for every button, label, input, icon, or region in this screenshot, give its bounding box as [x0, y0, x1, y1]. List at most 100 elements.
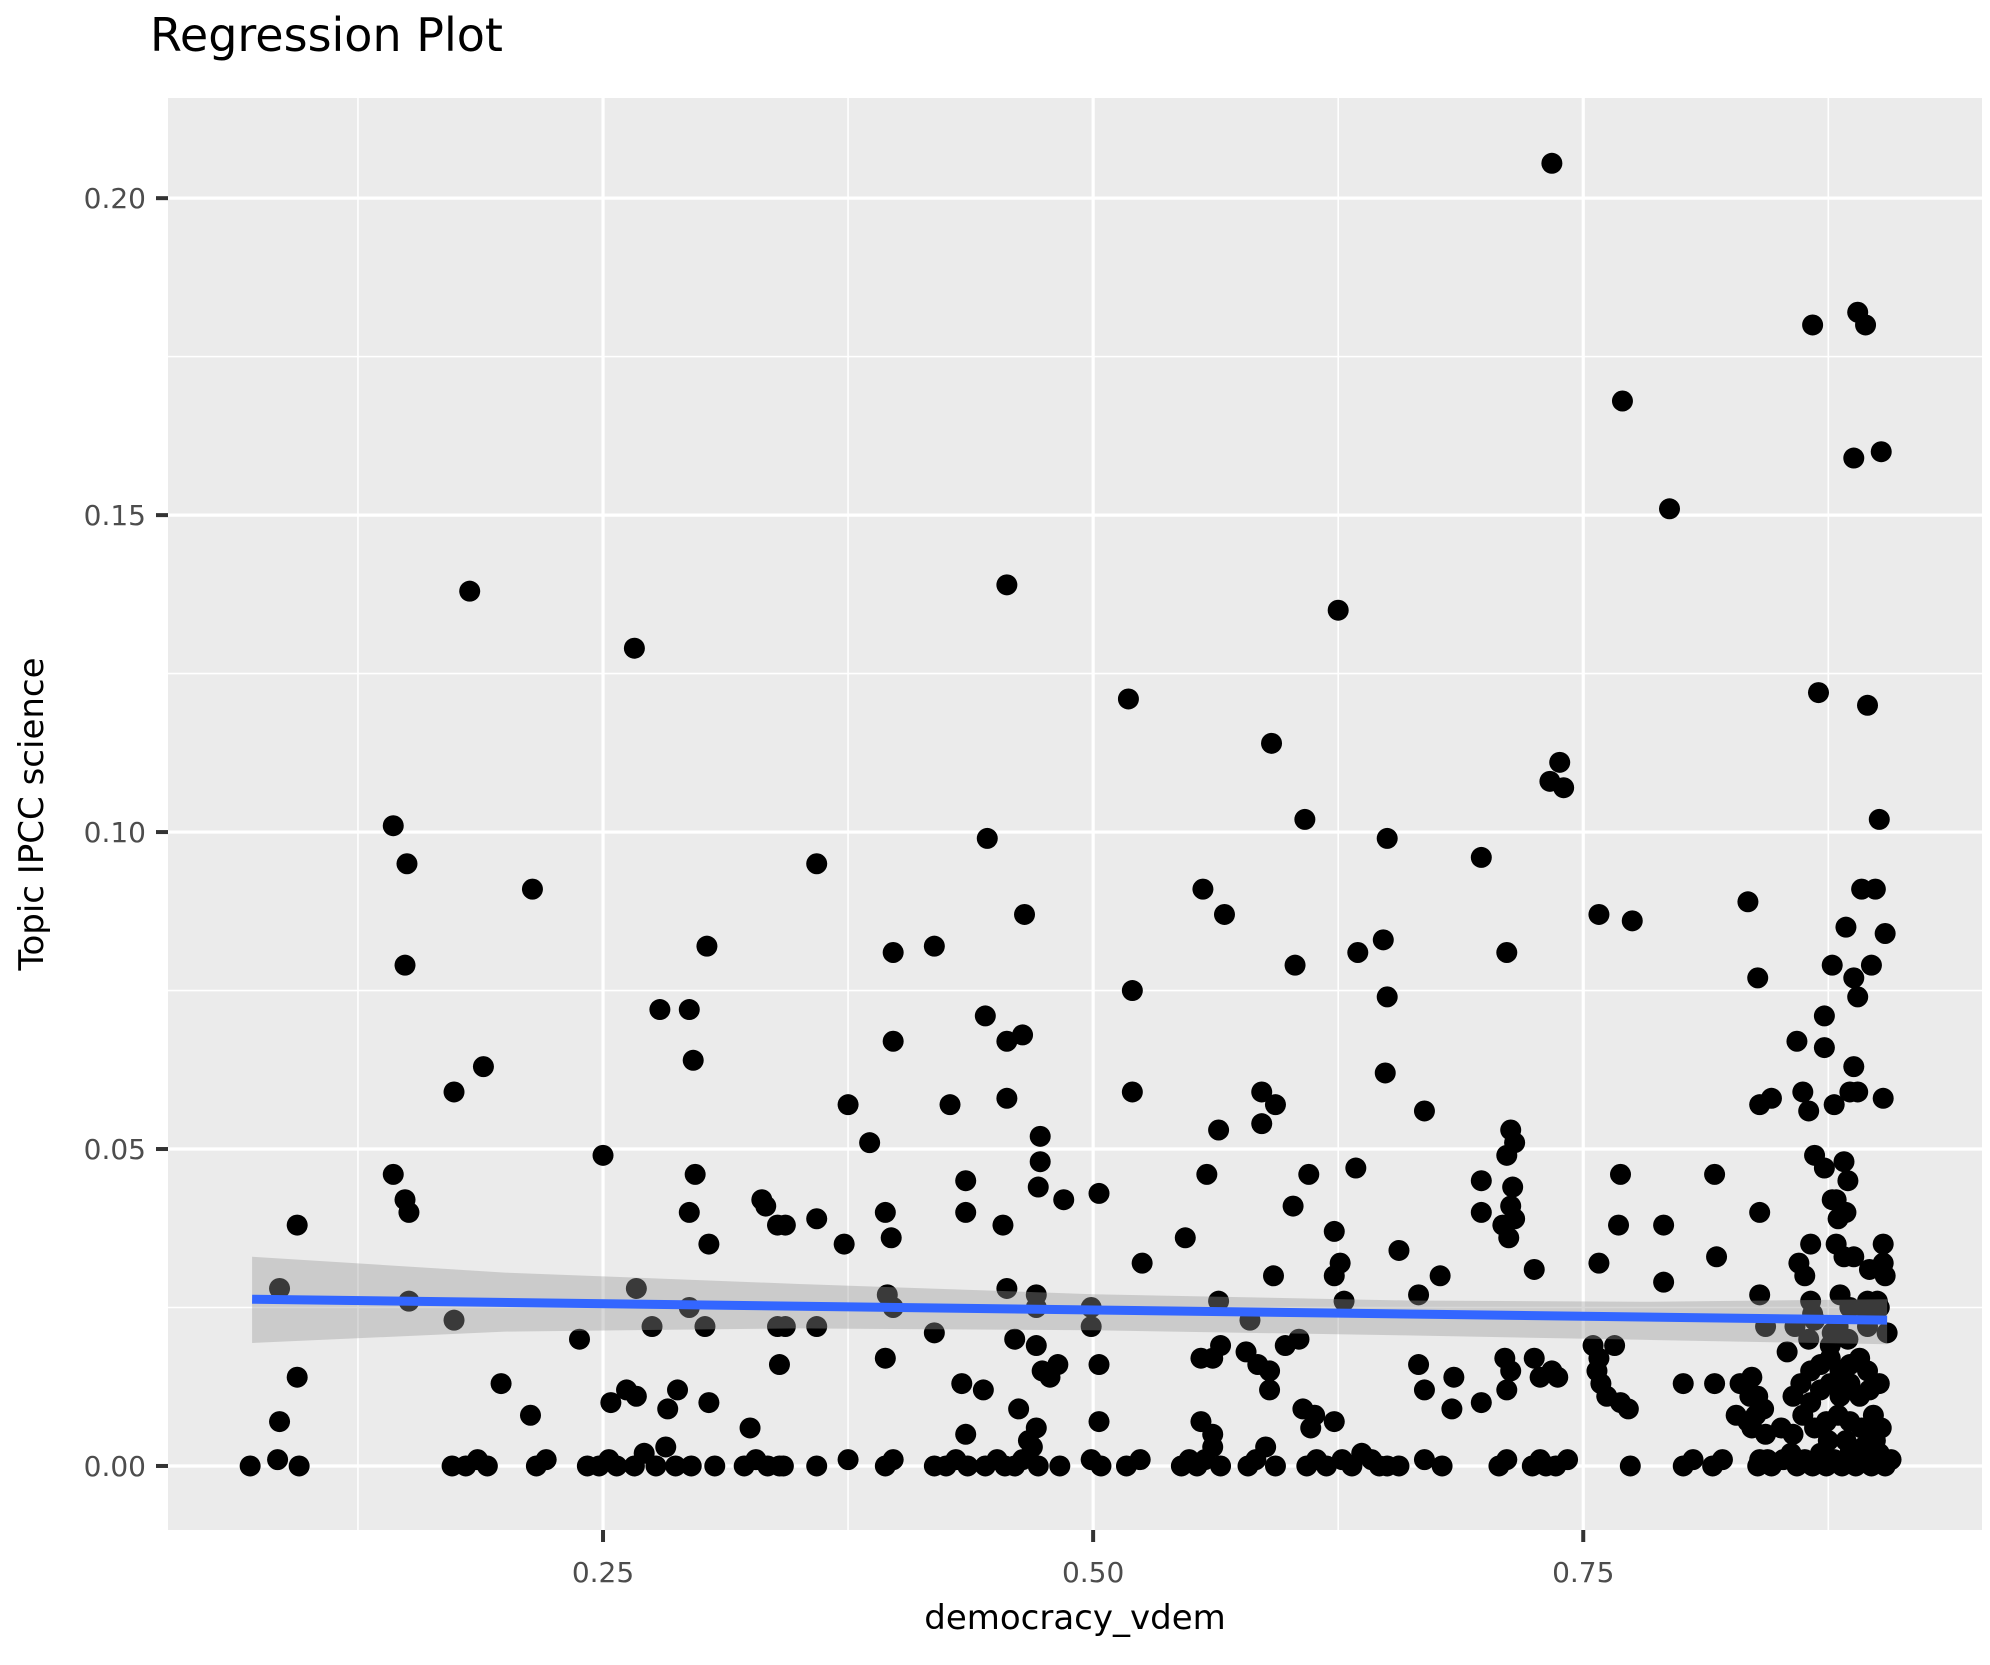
data-point — [1174, 1227, 1196, 1249]
data-point — [1282, 1195, 1304, 1217]
data-point — [382, 815, 404, 837]
data-point — [1376, 827, 1398, 849]
data-point — [1739, 1385, 1761, 1407]
data-point — [1080, 1316, 1102, 1338]
data-point — [1121, 1081, 1143, 1103]
data-point — [443, 1081, 465, 1103]
data-point — [1541, 152, 1563, 174]
data-point — [1012, 1024, 1034, 1046]
data-point — [1653, 1271, 1675, 1293]
data-point — [625, 1277, 647, 1299]
data-point — [1088, 1182, 1110, 1204]
data-point — [1800, 1233, 1822, 1255]
data-point — [1255, 1436, 1277, 1458]
data-point — [996, 1277, 1018, 1299]
data-point — [1617, 1398, 1639, 1420]
data-point — [521, 878, 543, 900]
data-point — [755, 1195, 777, 1217]
data-point — [1470, 846, 1492, 868]
data-point — [1858, 1258, 1880, 1280]
data-point — [1131, 1252, 1153, 1274]
data-point — [1837, 1170, 1859, 1192]
data-point — [398, 1201, 420, 1223]
data-point — [1855, 314, 1877, 336]
data-point — [269, 1411, 291, 1433]
x-axis-title: democracy_vdem — [924, 1598, 1226, 1638]
data-point — [1431, 1455, 1453, 1477]
data-point — [696, 935, 718, 957]
data-point — [1588, 1252, 1610, 1274]
data-point — [1284, 954, 1306, 976]
data-point — [806, 1208, 828, 1230]
data-point — [1588, 903, 1610, 925]
data-point — [667, 1379, 689, 1401]
data-point — [678, 999, 700, 1021]
data-point — [1429, 1265, 1451, 1287]
data-point — [1345, 1157, 1367, 1179]
data-point — [1323, 1265, 1345, 1287]
data-point — [1004, 1328, 1026, 1350]
data-point — [1374, 1062, 1396, 1084]
data-point — [1837, 1328, 1859, 1350]
data-point — [1408, 1284, 1430, 1306]
data-point — [1782, 1385, 1804, 1407]
data-point — [1500, 1360, 1522, 1382]
data-point — [1813, 1037, 1835, 1059]
data-point — [1880, 1449, 1902, 1471]
data-point — [684, 1163, 706, 1185]
data-point — [1202, 1436, 1224, 1458]
data-point — [1192, 878, 1214, 900]
data-point — [1608, 1214, 1630, 1236]
data-point — [1259, 1360, 1281, 1382]
data-point — [1443, 1366, 1465, 1388]
data-point — [1502, 1176, 1524, 1198]
data-point — [1210, 1455, 1232, 1477]
data-point — [1653, 1214, 1675, 1236]
data-point — [267, 1449, 289, 1471]
data-point — [1798, 1328, 1820, 1350]
data-point — [1372, 929, 1394, 951]
data-point — [1413, 1100, 1435, 1122]
plot-panel-background — [168, 98, 1982, 1530]
data-point — [286, 1366, 308, 1388]
data-point — [459, 580, 481, 602]
data-point — [1823, 1094, 1845, 1116]
data-point — [996, 574, 1018, 596]
data-point — [698, 1392, 720, 1414]
data-point — [874, 1201, 896, 1223]
data-point — [1864, 878, 1886, 900]
data-point — [1553, 777, 1575, 799]
data-point — [1609, 1163, 1631, 1185]
data-point — [923, 1322, 945, 1344]
data-point — [774, 1316, 796, 1338]
data-point — [657, 1398, 679, 1420]
data-point — [1117, 688, 1139, 710]
data-point — [806, 1455, 828, 1477]
data-point — [1741, 1366, 1763, 1388]
data-point — [1704, 1373, 1726, 1395]
data-point — [286, 1214, 308, 1236]
data-point — [1496, 1144, 1518, 1166]
data-point — [882, 1030, 904, 1052]
data-point — [396, 853, 418, 875]
data-point — [774, 1214, 796, 1236]
data-point — [1498, 1227, 1520, 1249]
y-tick-label: 0.20 — [84, 182, 146, 215]
data-point — [1376, 986, 1398, 1008]
data-point — [625, 1385, 647, 1407]
data-point — [1737, 891, 1759, 913]
data-point — [682, 1049, 704, 1071]
data-point — [1470, 1201, 1492, 1223]
data-point — [1672, 1373, 1694, 1395]
data-point — [1833, 1246, 1855, 1268]
data-point — [568, 1328, 590, 1350]
data-point — [882, 1449, 904, 1471]
data-point — [704, 1455, 726, 1477]
data-point — [1833, 1151, 1855, 1173]
data-point — [1621, 910, 1643, 932]
data-point — [1029, 1125, 1051, 1147]
data-point — [976, 827, 998, 849]
data-point — [1659, 498, 1681, 520]
data-point — [1749, 1201, 1771, 1223]
data-point — [768, 1354, 790, 1376]
